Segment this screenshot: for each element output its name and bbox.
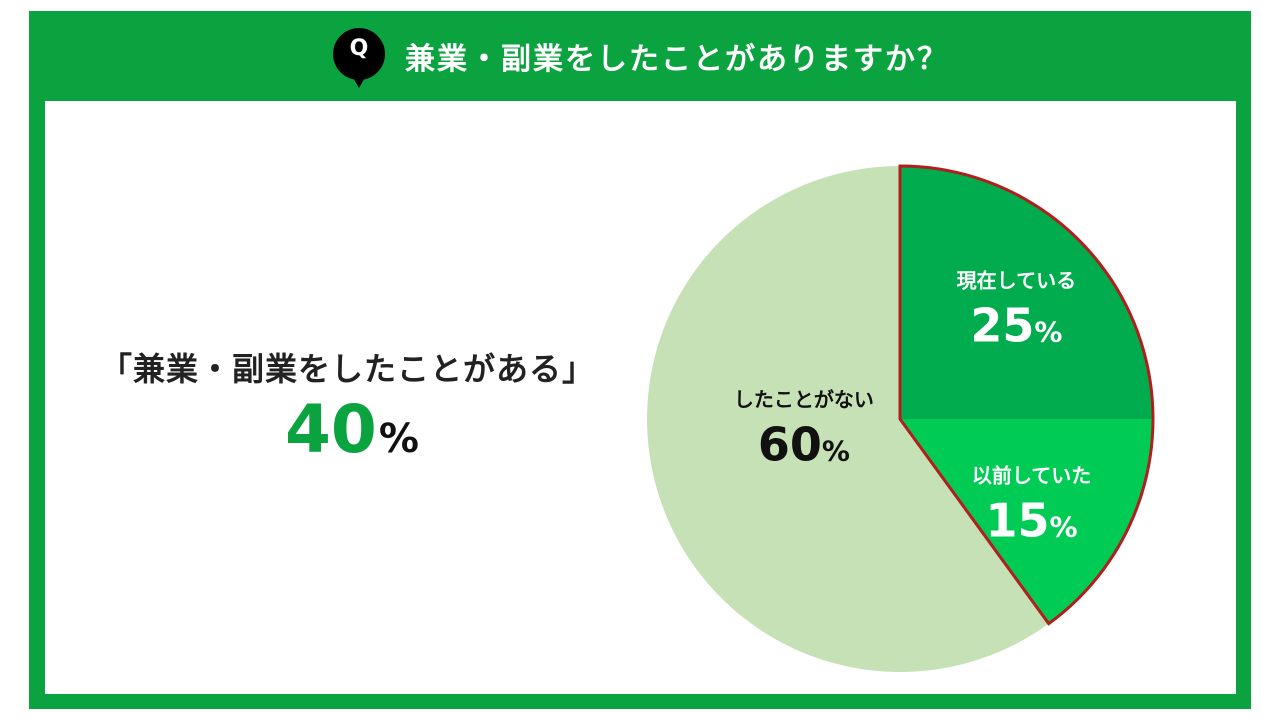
slice-value: 25% xyxy=(970,298,1062,352)
content-panel: 「兼業・副業をしたことがある」 40% 現在している 25% 以前していた 15% した… xyxy=(45,101,1236,694)
slice-2 xyxy=(900,419,1153,624)
header-bar: Q 兼業・副業をしたことがありますか？ xyxy=(29,11,1251,101)
slice-1 xyxy=(900,166,1153,419)
pie-chart: 現在している 25% 以前していた 15% したことがない 60% xyxy=(646,164,1155,672)
question-title: 兼業・副業をしたことがありますか？ xyxy=(405,42,949,77)
slice-label: したことがない xyxy=(734,387,874,411)
summary-number: 40 xyxy=(285,391,377,468)
slice-value: 60% xyxy=(758,417,850,471)
q-badge-letter: Q xyxy=(349,36,369,61)
summary-unit: % xyxy=(378,416,419,462)
q-badge-icon: Q xyxy=(331,28,387,88)
frame: Q 兼業・副業をしたことがありますか？ 「兼業・副業をしたことがある」 40% … xyxy=(29,11,1251,709)
slice-label: 以前していた xyxy=(972,463,1091,487)
summary-value: 40% xyxy=(285,397,419,463)
slice-value: 15% xyxy=(986,493,1078,547)
highlight-outline xyxy=(898,164,1155,626)
summary-label: 「兼業・副業をしたことがある」 xyxy=(100,350,596,388)
slice-label: 現在している xyxy=(957,268,1076,292)
slice-3 xyxy=(646,166,1049,672)
